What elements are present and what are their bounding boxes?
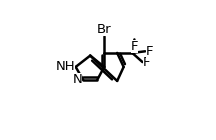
Text: F: F: [143, 56, 151, 69]
Text: F: F: [146, 45, 153, 58]
Text: NH: NH: [56, 60, 75, 73]
Text: Br: Br: [97, 23, 111, 36]
Text: N: N: [72, 73, 82, 86]
Text: F: F: [131, 40, 138, 53]
